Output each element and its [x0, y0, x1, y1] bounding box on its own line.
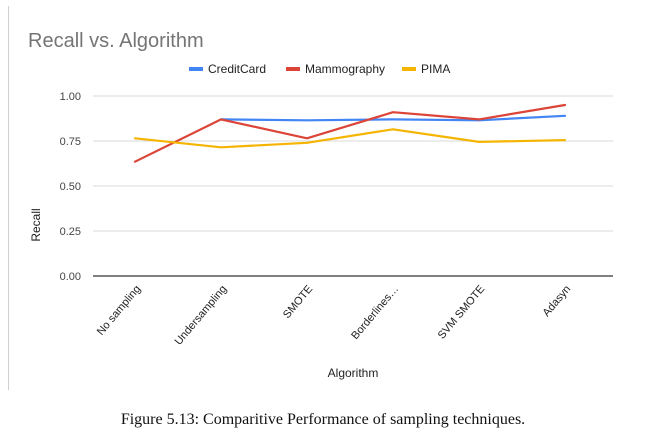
y-tick-label: 0.50 [60, 181, 81, 193]
legend-swatch [402, 67, 416, 71]
x-tick-label: Undersampling [173, 283, 230, 347]
legend-swatch [286, 67, 300, 71]
chart-title: Recall vs. Algorithm [28, 30, 204, 52]
legend-label: CreditCard [208, 62, 266, 76]
figure-caption: Figure 5.13: Comparitive Performance of … [120, 411, 526, 428]
legend-swatch [189, 67, 203, 71]
x-tick-label: Borderlines… [349, 283, 401, 342]
y-tick-label: 0.25 [60, 226, 81, 238]
legend-item-creditcard: CreditCard [189, 62, 266, 76]
series-line-mammography [133, 103, 567, 163]
y-tick-label: 1.00 [60, 91, 81, 103]
x-axis-ticks: No sampling Undersampling SMOTE Borderlines… [95, 283, 573, 347]
x-tick-label: SVM SMOTE [436, 283, 488, 341]
legend-label: PIMA [421, 62, 450, 76]
y-axis-title: Recall [29, 208, 43, 241]
x-tick-label: No sampling [95, 283, 143, 338]
gridlines [93, 95, 613, 277]
x-tick-label: SMOTE [281, 283, 315, 321]
legend-item-pima: PIMA [402, 62, 450, 76]
series-lines [133, 103, 567, 163]
chart-container: Recall vs. Algorithm CreditCard Mammograp… [8, 6, 639, 390]
line-chart: Recall vs. Algorithm CreditCard Mammograp… [28, 30, 613, 380]
series-line-creditcard [219, 114, 567, 122]
x-tick-label: Adasyn [541, 283, 574, 319]
legend-item-mammography: Mammography [286, 62, 385, 76]
y-axis-ticks: 0.00 0.25 0.50 0.75 1.00 [60, 91, 81, 283]
y-tick-label: 0.00 [60, 271, 81, 283]
x-axis-title: Algorithm [328, 366, 379, 380]
legend-label: Mammography [305, 62, 385, 76]
series-line-pima [133, 128, 567, 149]
legend: CreditCard Mammography PIMA [189, 62, 450, 76]
y-tick-label: 0.75 [60, 136, 81, 148]
